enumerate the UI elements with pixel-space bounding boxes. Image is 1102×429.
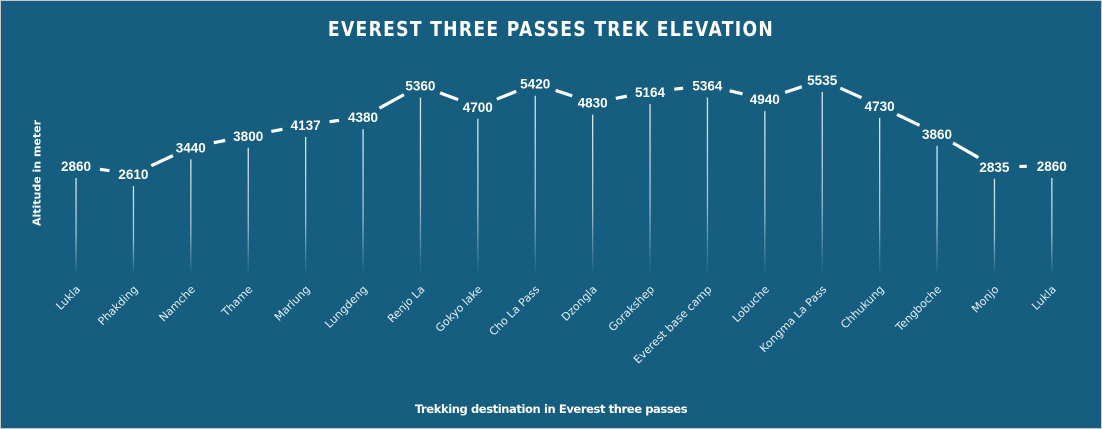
drop-line bbox=[477, 118, 479, 275]
data-label: 2860 bbox=[1037, 159, 1067, 174]
data-label: 5420 bbox=[520, 77, 550, 92]
line-segment bbox=[378, 93, 405, 110]
drop-line bbox=[75, 177, 77, 275]
data-label: 3860 bbox=[922, 127, 952, 142]
x-tick-label: Cho La Pass bbox=[487, 283, 543, 339]
drop-line bbox=[821, 92, 823, 275]
drop-line bbox=[936, 145, 938, 275]
drop-line bbox=[362, 129, 364, 275]
chart-title: EVEREST THREE PASSES TREK ELEVATION bbox=[327, 17, 775, 41]
x-tick-label: Lukla bbox=[1029, 283, 1059, 313]
data-label: 2610 bbox=[118, 167, 148, 182]
line-segment bbox=[896, 112, 921, 127]
drop-line bbox=[592, 114, 594, 276]
drop-line bbox=[419, 97, 422, 275]
data-label: 3440 bbox=[176, 140, 206, 155]
data-label: 5364 bbox=[692, 78, 723, 93]
x-tick-label: Chhukung bbox=[838, 283, 886, 331]
x-tick-label: Lukla bbox=[53, 283, 83, 313]
x-tick-label: Gorakshep bbox=[606, 283, 657, 334]
data-label: 4137 bbox=[291, 118, 321, 133]
line-segment bbox=[99, 167, 110, 173]
drop-line bbox=[132, 186, 135, 275]
x-tick-label: Dzongla bbox=[559, 283, 600, 324]
x-tick-label: Tengboche bbox=[892, 283, 944, 335]
line-segment bbox=[439, 91, 459, 102]
line-segment bbox=[271, 127, 283, 133]
drop-line bbox=[305, 136, 307, 275]
drop-line bbox=[649, 103, 651, 276]
x-tick-label: Renjo La bbox=[385, 283, 427, 325]
x-tick-label: Monjo bbox=[969, 283, 1002, 316]
x-tick-label: Phakding bbox=[95, 283, 140, 328]
series-line bbox=[99, 85, 1027, 173]
line-segment bbox=[952, 141, 980, 159]
line-segment bbox=[674, 86, 684, 91]
drop-line bbox=[993, 178, 996, 275]
data-label: 5164 bbox=[635, 85, 666, 100]
x-tick-label: Lobuche bbox=[730, 283, 772, 325]
data-label: 4830 bbox=[578, 96, 608, 111]
line-segment bbox=[329, 118, 340, 124]
drop-line bbox=[764, 111, 766, 275]
drop-line bbox=[706, 97, 709, 275]
data-label: 3800 bbox=[233, 129, 263, 144]
drop-line bbox=[1051, 177, 1053, 275]
x-tick-label: Thame bbox=[219, 283, 256, 320]
line-segment bbox=[729, 89, 743, 96]
line-segment bbox=[615, 94, 628, 100]
data-label: 4380 bbox=[348, 110, 378, 125]
data-label: 2860 bbox=[61, 159, 91, 174]
drop-line bbox=[247, 147, 249, 275]
data-label: 4700 bbox=[463, 100, 493, 115]
data-label: 5360 bbox=[405, 79, 435, 94]
data-label: 4730 bbox=[865, 99, 895, 114]
drop-line bbox=[879, 117, 881, 275]
x-axis-title: Trekking destination in Everest three pa… bbox=[414, 402, 688, 416]
x-tick-label: Lungdeng bbox=[322, 283, 370, 331]
line-segment bbox=[555, 88, 573, 98]
drop-lines bbox=[75, 92, 1053, 276]
data-labels: 2860 2610 3440 3800 4137 4380 5360 4700 5420 4830… bbox=[61, 73, 1067, 182]
line-segment bbox=[150, 154, 174, 168]
line-segment bbox=[496, 89, 517, 101]
line-segment bbox=[213, 138, 226, 145]
data-label: 2835 bbox=[979, 160, 1010, 175]
drop-line bbox=[190, 159, 192, 275]
line-segment bbox=[839, 86, 863, 100]
x-tick-label: Namche bbox=[157, 283, 199, 325]
drop-line bbox=[534, 95, 536, 275]
line-segment bbox=[784, 85, 803, 94]
data-label: 5535 bbox=[807, 73, 838, 88]
x-tick-labels: Lukla Phakding Namche Thame Marlung Lungdeng R… bbox=[53, 283, 1059, 367]
x-tick-label: Gokyo lake bbox=[433, 283, 485, 335]
x-tick-label: Marlung bbox=[272, 283, 313, 324]
data-label: 4940 bbox=[750, 92, 780, 107]
